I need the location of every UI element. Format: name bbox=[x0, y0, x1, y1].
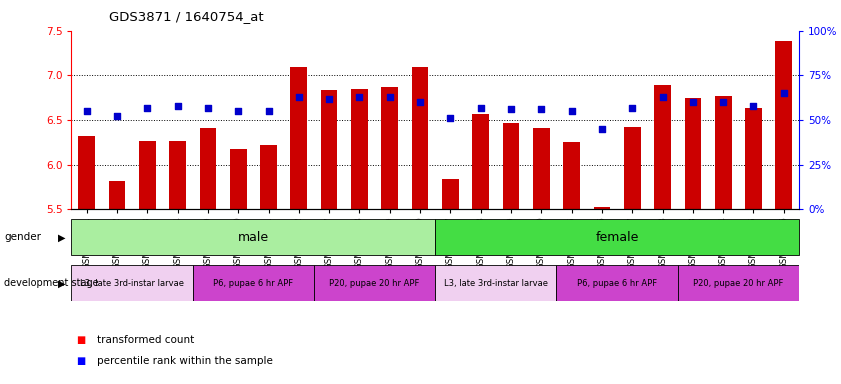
Bar bbox=[473, 114, 489, 209]
Bar bbox=[71, 265, 193, 301]
Point bbox=[383, 94, 396, 100]
Text: ■: ■ bbox=[76, 356, 85, 366]
Point bbox=[110, 113, 124, 119]
Bar bbox=[563, 142, 580, 209]
Text: L3, late 3rd-instar larvae: L3, late 3rd-instar larvae bbox=[80, 279, 184, 288]
Bar bbox=[169, 141, 186, 209]
Text: development stage: development stage bbox=[4, 278, 99, 288]
Point bbox=[140, 104, 154, 111]
Bar bbox=[557, 265, 678, 301]
Text: transformed count: transformed count bbox=[97, 335, 194, 345]
Text: percentile rank within the sample: percentile rank within the sample bbox=[97, 356, 272, 366]
Point bbox=[505, 106, 518, 113]
Bar bbox=[193, 265, 314, 301]
Text: ▶: ▶ bbox=[58, 232, 66, 242]
Bar bbox=[199, 128, 216, 209]
Bar bbox=[685, 98, 701, 209]
Bar bbox=[78, 136, 95, 209]
Bar bbox=[533, 128, 550, 209]
Bar bbox=[71, 219, 436, 255]
Bar bbox=[654, 85, 671, 209]
Point bbox=[565, 108, 579, 114]
Text: P6, pupae 6 hr APF: P6, pupae 6 hr APF bbox=[214, 279, 294, 288]
Point bbox=[262, 108, 275, 114]
Point bbox=[595, 126, 609, 132]
Text: P20, pupae 20 hr APF: P20, pupae 20 hr APF bbox=[330, 279, 420, 288]
Point bbox=[717, 99, 730, 105]
Text: gender: gender bbox=[4, 232, 41, 242]
Bar bbox=[139, 141, 156, 209]
Bar bbox=[715, 96, 732, 209]
Text: P6, pupae 6 hr APF: P6, pupae 6 hr APF bbox=[577, 279, 657, 288]
Text: L3, late 3rd-instar larvae: L3, late 3rd-instar larvae bbox=[444, 279, 547, 288]
Bar bbox=[320, 89, 337, 209]
Point bbox=[413, 99, 426, 105]
Point bbox=[656, 94, 669, 100]
Point bbox=[777, 90, 791, 96]
Bar bbox=[290, 67, 307, 209]
Point bbox=[474, 104, 488, 111]
Bar bbox=[678, 265, 799, 301]
Point bbox=[201, 104, 214, 111]
Point bbox=[231, 108, 245, 114]
Text: ▶: ▶ bbox=[58, 278, 66, 288]
Point bbox=[322, 96, 336, 102]
Text: GDS3871 / 1640754_at: GDS3871 / 1640754_at bbox=[109, 10, 264, 23]
Text: male: male bbox=[238, 231, 269, 243]
Bar bbox=[412, 67, 428, 209]
Bar bbox=[503, 122, 520, 209]
Text: ■: ■ bbox=[76, 335, 85, 345]
Text: P20, pupae 20 hr APF: P20, pupae 20 hr APF bbox=[693, 279, 784, 288]
Point bbox=[626, 104, 639, 111]
Point bbox=[444, 115, 458, 121]
Point bbox=[171, 103, 184, 109]
Bar bbox=[260, 145, 277, 209]
Point bbox=[80, 108, 93, 114]
Point bbox=[292, 94, 305, 100]
Text: female: female bbox=[595, 231, 639, 243]
Bar bbox=[624, 127, 641, 209]
Bar bbox=[436, 219, 799, 255]
Bar bbox=[230, 149, 246, 209]
Point bbox=[686, 99, 700, 105]
Point bbox=[352, 94, 366, 100]
Bar bbox=[314, 265, 436, 301]
Bar bbox=[594, 207, 611, 209]
Bar bbox=[351, 89, 368, 209]
Bar bbox=[108, 181, 125, 209]
Point bbox=[535, 106, 548, 113]
Bar bbox=[436, 265, 557, 301]
Bar bbox=[382, 87, 398, 209]
Bar bbox=[745, 108, 762, 209]
Bar bbox=[442, 179, 458, 209]
Point bbox=[747, 103, 760, 109]
Bar bbox=[775, 41, 792, 209]
